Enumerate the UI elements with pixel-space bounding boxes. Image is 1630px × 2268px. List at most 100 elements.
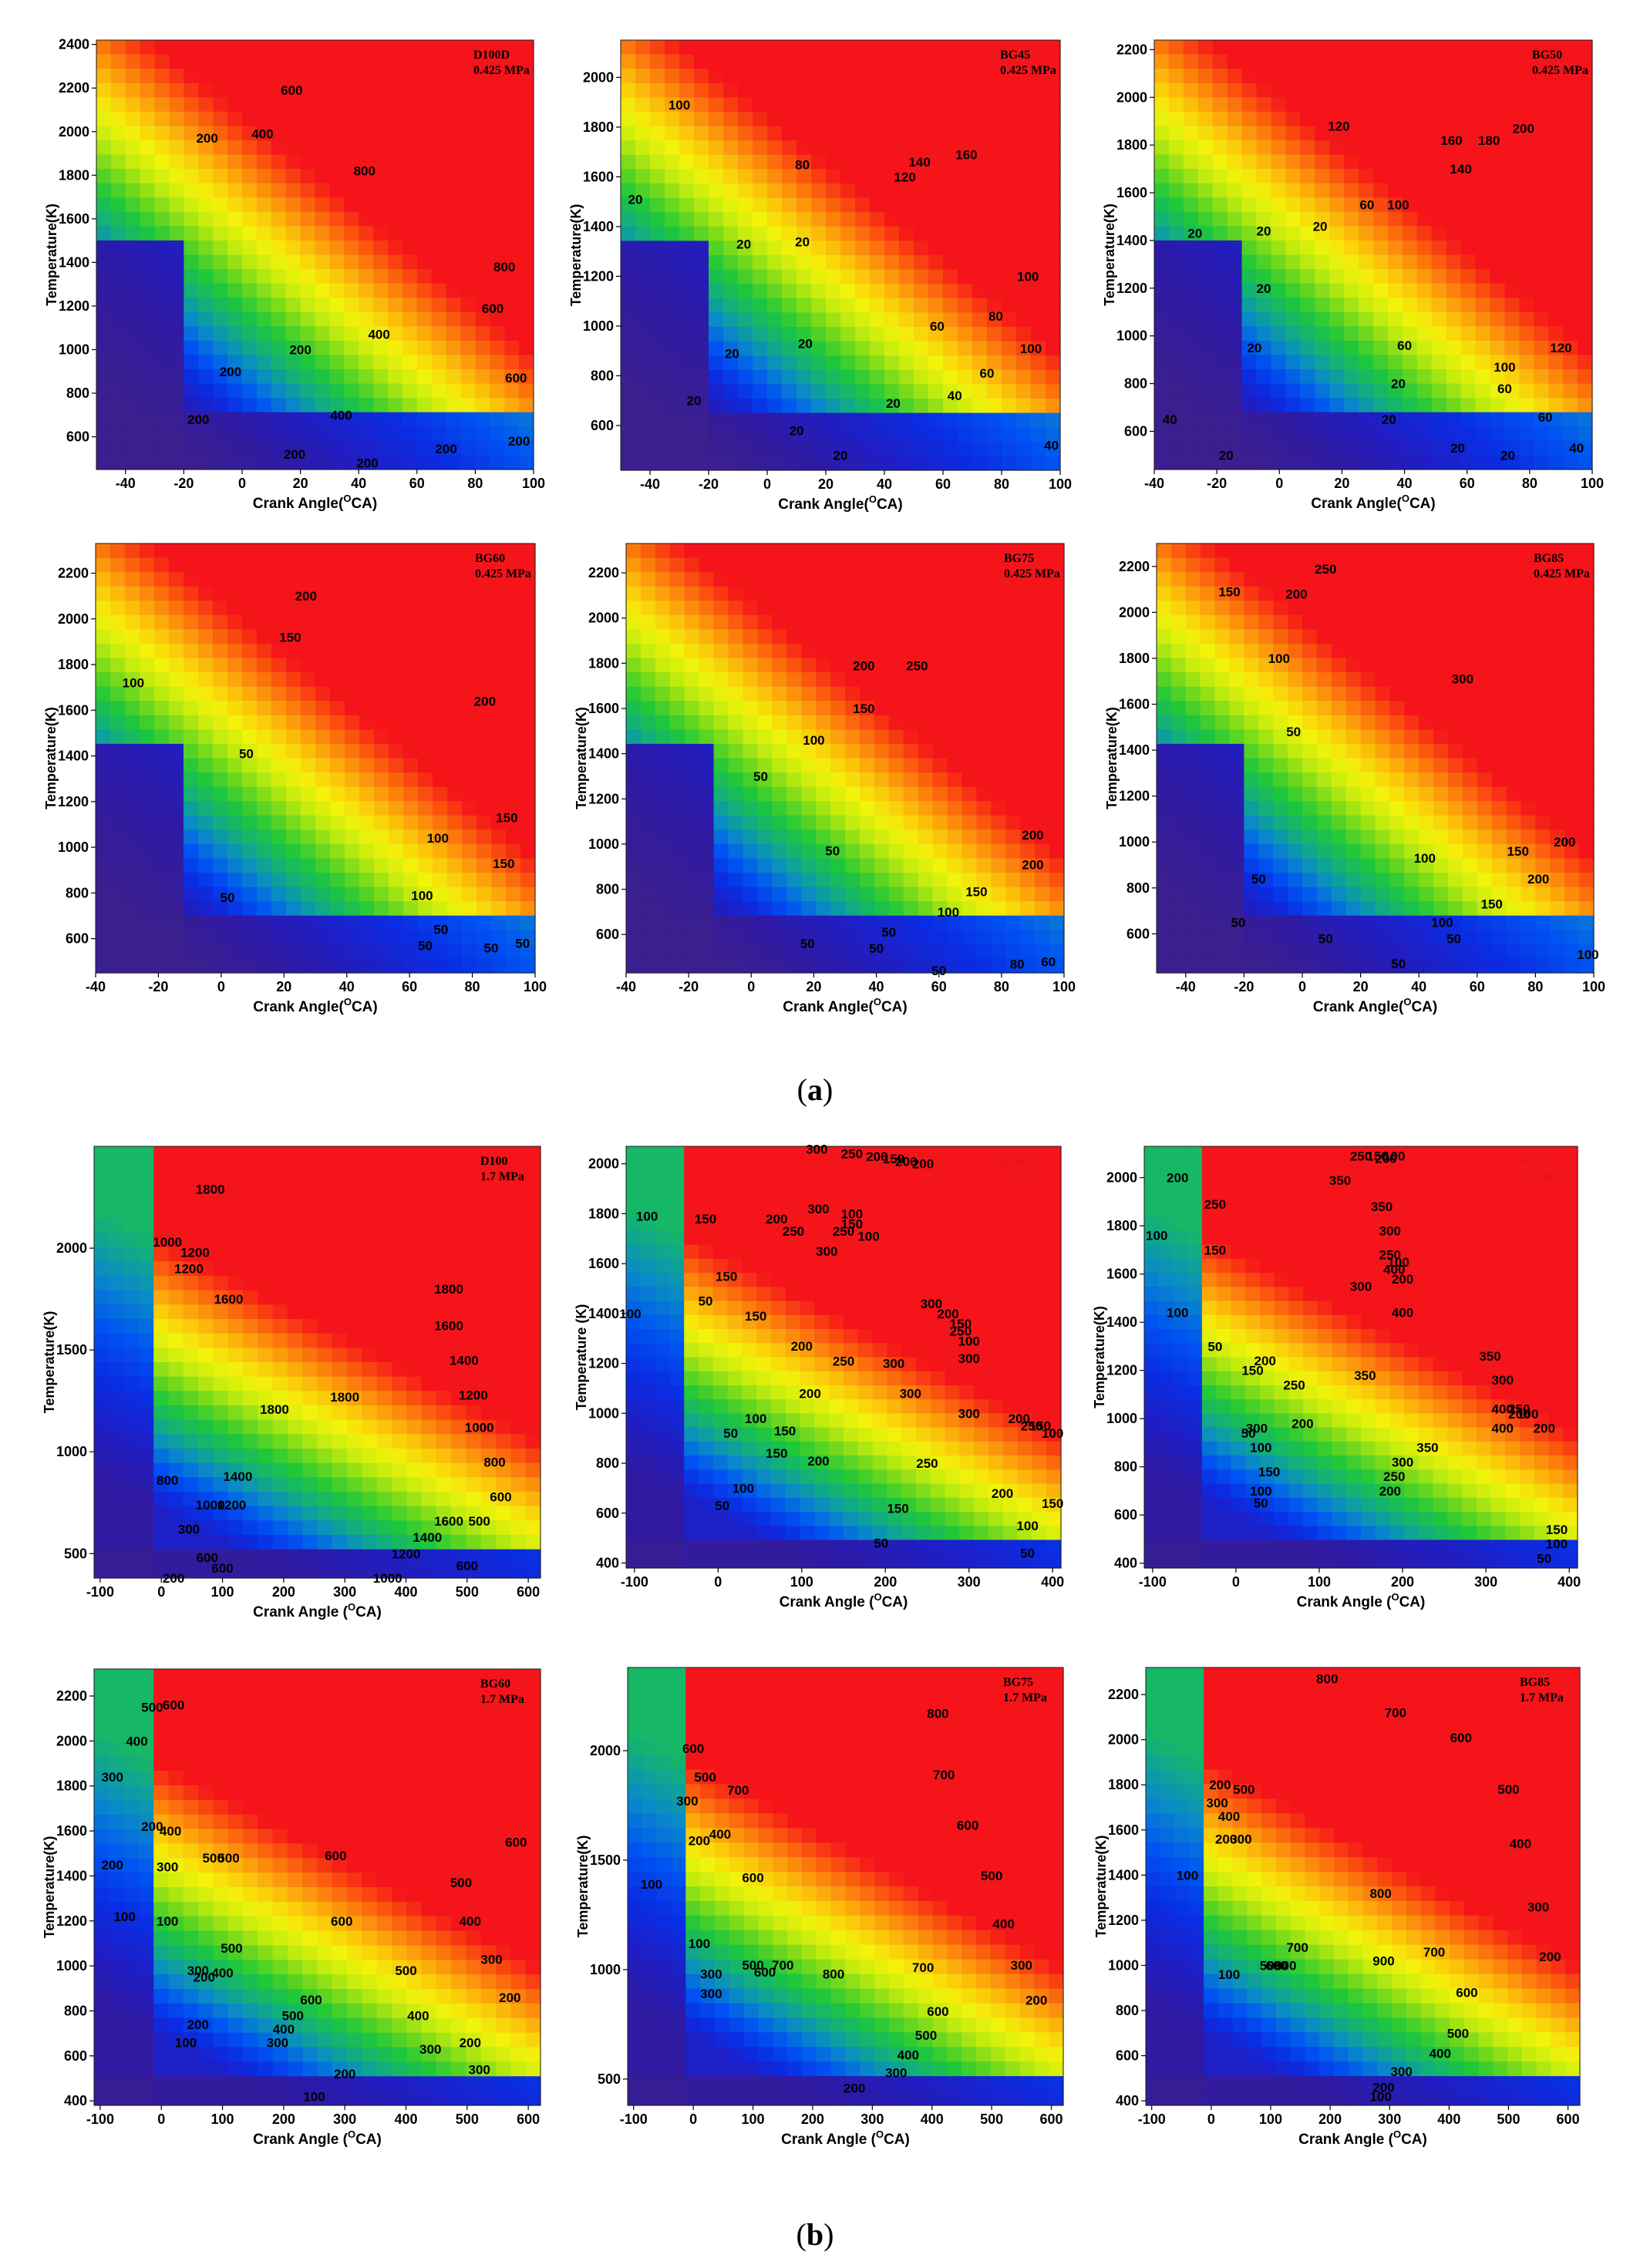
x-tick-label: 80: [1527, 979, 1543, 994]
chart-svg-b4: -100 0 100 200 300 400 500 60040060080010001200…: [42, 1668, 541, 2148]
pressure-label: 1.7 MPa: [480, 1693, 524, 1706]
chart-svg-b6: -100 0 100 200 300 400 500 60040060080010001200…: [1093, 1667, 1581, 2148]
y-tick-label: 1800: [583, 119, 614, 135]
x-axis-title: Crank Angle (OCA): [781, 2128, 910, 2148]
y-tick-label: 600: [64, 2048, 87, 2064]
contour-label: 200: [1513, 121, 1534, 136]
contour-label: 350: [1371, 1200, 1393, 1214]
y-tick-label: 1600: [1108, 1822, 1139, 1838]
contour-label: 100: [689, 1937, 710, 1951]
x-tick-label: -40: [640, 476, 660, 492]
contour-label: 200: [196, 131, 217, 146]
y-tick-label: 2200: [1108, 1687, 1139, 1702]
plot-frame: [627, 1667, 1064, 2106]
contour-label: 60: [1397, 338, 1412, 353]
contour-label: 200: [187, 2017, 209, 2032]
x-axis-title: Crank Angle(OCA): [778, 493, 902, 513]
x-tick-label: -20: [173, 476, 194, 491]
contour-label: 100: [113, 1910, 135, 1924]
contour-label: 150: [695, 1212, 716, 1227]
contour-label: 500: [217, 1851, 239, 1866]
contour-label: 50: [221, 890, 235, 905]
y-tick-label: 1000: [56, 1444, 87, 1459]
contour-label: 600: [281, 83, 302, 98]
y-tick-label: 2000: [1106, 1170, 1137, 1186]
contour-label: 200: [460, 2035, 481, 2050]
x-tick-label: 60: [935, 476, 951, 492]
contour-label: 400: [1392, 1306, 1413, 1321]
contour-label: 50: [753, 769, 768, 784]
chart-a2-bg45: -40 -20 0 20 40 60 80 100 600 800 1000 1200 1400 1600…: [567, 37, 1072, 518]
contour-label: 800: [927, 1707, 948, 1721]
contour-label: 700: [772, 1958, 793, 1973]
y-tick-label: 500: [598, 2071, 621, 2087]
y-tick-label: 1600: [1106, 1267, 1137, 1282]
x-tick-label: 600: [1557, 2112, 1580, 2127]
contour-label: 200: [435, 442, 456, 456]
contour-label: 200: [1025, 1994, 1047, 2008]
y-tick-label: 1600: [583, 169, 614, 184]
contour-label: 150: [766, 1446, 787, 1461]
contour-label: 100: [958, 1334, 980, 1348]
fuel-name: D100D: [473, 49, 510, 62]
x-tick-label: 60: [931, 979, 947, 994]
x-axis-title: Crank Angle(OCA): [783, 996, 907, 1015]
contour-label: 200: [937, 1307, 958, 1321]
contour-label: 200: [992, 1486, 1013, 1501]
contour-label: 150: [1029, 1419, 1051, 1434]
x-tick-label: 300: [860, 2112, 884, 2127]
plot-frame: [625, 1146, 1062, 1569]
y-tick-label: 1200: [1106, 1363, 1137, 1378]
contour-label: 20: [1382, 412, 1396, 427]
x-tick-label: 500: [980, 2112, 1003, 2127]
contour-label: 400: [460, 1914, 481, 1929]
y-tick-label: 800: [596, 1455, 619, 1471]
contour-label: 150: [745, 1309, 766, 1324]
pressure-label: 1.7 MPa: [1517, 1170, 1561, 1183]
x-tick-label: 80: [1522, 476, 1537, 491]
x-tick-label: 300: [333, 1584, 356, 1600]
y-tick-label: 1000: [1116, 328, 1147, 344]
y-tick-label: 1400: [1119, 742, 1150, 758]
contour-label: 400: [1492, 1422, 1514, 1436]
y-axis-title: Temperature(K): [1102, 204, 1117, 306]
contour-label: 300: [1230, 1832, 1251, 1847]
x-axis-title: Crank Angle(OCA): [1313, 996, 1437, 1015]
contour-label: 800: [823, 1967, 844, 1982]
y-tick-label: 1800: [1119, 651, 1150, 666]
contour-label: 500: [694, 1770, 716, 1785]
contour-label: 200: [1285, 587, 1307, 602]
contour-label: 1600: [434, 1318, 463, 1333]
contour-label: 350: [1416, 1441, 1438, 1455]
contour-label: 60: [980, 366, 995, 381]
x-tick-label: 60: [409, 476, 425, 491]
contour-label: 1800: [434, 1282, 463, 1297]
contour-label: 250: [916, 1456, 938, 1471]
y-tick-label: 800: [591, 368, 614, 383]
contour-label: 120: [894, 170, 915, 184]
contour-label: 150: [883, 1152, 904, 1166]
contour-label: 50: [931, 964, 946, 978]
contour-label: 600: [1456, 1986, 1477, 2000]
contour-label: 150: [279, 630, 301, 644]
contour-label: 200: [474, 694, 496, 708]
x-tick-label: -20: [679, 979, 699, 994]
plot-frame: [93, 1146, 541, 1579]
contour-label: 600: [197, 1551, 218, 1566]
contour-label: 800: [1275, 1958, 1296, 1973]
plot-frame: [96, 39, 534, 470]
contour-label: 40: [1569, 441, 1584, 456]
x-axis-title: Crank Angle(OCA): [253, 996, 377, 1015]
contour-label: 200: [499, 1990, 520, 2005]
y-tick-label: 2000: [1116, 89, 1147, 105]
contour-label: 600: [1450, 1731, 1472, 1745]
contour-label: 50: [825, 844, 840, 859]
caption-a-letter: a: [807, 1072, 823, 1107]
contour-label: 100: [841, 1206, 863, 1221]
contour-label: 200: [194, 1970, 215, 1985]
y-tick-label: 1000: [1108, 1957, 1139, 1973]
contour-label: 1600: [214, 1292, 244, 1307]
fuel-name: BG50: [1532, 49, 1562, 62]
x-tick-label: 200: [801, 2112, 824, 2127]
y-tick-label: 1600: [588, 701, 619, 716]
